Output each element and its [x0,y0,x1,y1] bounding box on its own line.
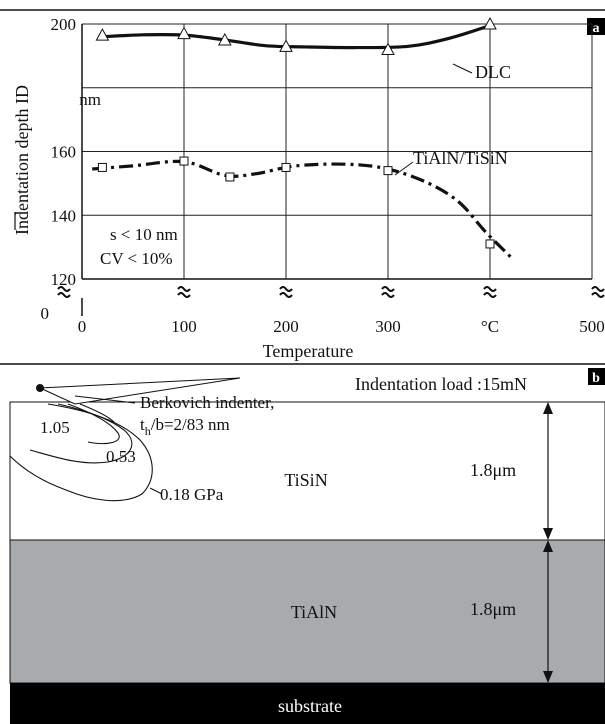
marker-tialn-tisin-3 [281,162,291,172]
axis-break-4 [483,286,497,298]
x-axis-label: Temperature [263,341,354,361]
marker-tialn-tisin-2 [225,172,235,182]
series-label-tialn-tisin-leader [394,161,414,176]
layer-substrate-label: substrate [278,696,342,716]
thickness-arrow-tisin [543,402,553,540]
axis-break-3 [381,286,395,298]
x-tick-3: 300 [375,317,401,336]
marker-tialn-tisin-5 [485,239,495,249]
chart-axes [81,24,592,316]
x-tick-5: 500 [579,317,605,336]
annotation-cv: CV < 10% [100,249,173,268]
y-axis-label: Indentation depth ID [12,85,32,235]
series-markers [95,16,497,249]
marker-tialn-tisin-1 [179,156,189,166]
y-unit-label: nm [79,90,101,109]
panel-a: a 120 140 160 200 0 100 200 300 °C 500 nm 0 Inde… [0,9,605,361]
axis-break-1 [177,286,191,298]
layer-tialn [9,539,605,684]
marker-dlc-4 [381,42,395,55]
series-label-dlc-leader [452,63,473,74]
marker-dlc-5 [483,16,497,30]
indenter-label: Berkovich indenter, [140,393,274,412]
indenter-ratio-label: th/b=2/83 nm [140,415,230,438]
axis-break-marks [57,286,605,298]
marker-tialn-tisin-0 [97,162,107,172]
berkovich-indenter-icon [36,377,241,405]
contour-label-0-18-leader [149,487,163,495]
panel-b-label-box [588,368,605,385]
y-tick-200: 200 [51,15,77,34]
panel-a-label: a [593,21,600,36]
layer-substrate [10,683,605,724]
annotation-s: s < 10 nm [110,225,178,244]
marker-dlc-1 [177,26,191,40]
x-tick-2: 200 [273,317,299,336]
contour-label-0-18: 0.18 GPa [160,485,224,504]
contour-0-18 [9,403,153,502]
y-tick-120: 120 [51,270,77,289]
y-tick-140: 140 [51,206,77,225]
axis-break-0 [57,286,71,298]
contour-label-0-53: 0.53 [106,447,136,466]
thickness-label-tisin: 1.8μm [470,460,516,480]
y-tick-160: 160 [51,143,77,162]
contour-inner [79,403,115,423]
series-label-tialn-tisin: TiAlN/TiSiN [413,148,508,168]
x-tick-1: 100 [171,317,197,336]
x-tick-0: 0 [78,317,87,336]
axis-break-2 [279,286,293,298]
thickness-arrow-tialn [543,540,553,683]
x-tick-4: °C [481,317,499,336]
marker-tialn-tisin-4 [383,166,393,176]
layer-tialn-label: TiAlN [291,602,337,622]
stress-contours [9,403,153,502]
indentation-load-label: Indentation load :15mN [355,374,527,394]
panel-b-label: b [592,371,600,386]
y-zero-label: 0 [41,304,50,323]
axis-break-5 [591,286,605,298]
marker-dlc-3 [279,39,293,52]
thickness-label-tialn: 1.8μm [470,599,516,619]
marker-dlc-0 [95,28,110,41]
marker-dlc-2 [217,32,232,46]
layer-tisin-label: TiSiN [284,470,327,490]
contour-label-1-05: 1.05 [40,418,70,437]
x-tick-labels: 0 100 200 300 °C 500 [78,317,605,336]
series-label-dlc: DLC [475,62,511,82]
y-tick-labels: 120 140 160 200 [51,15,77,289]
panel-b: b TiSiN TiAlN substrate Indentation load… [0,363,605,724]
